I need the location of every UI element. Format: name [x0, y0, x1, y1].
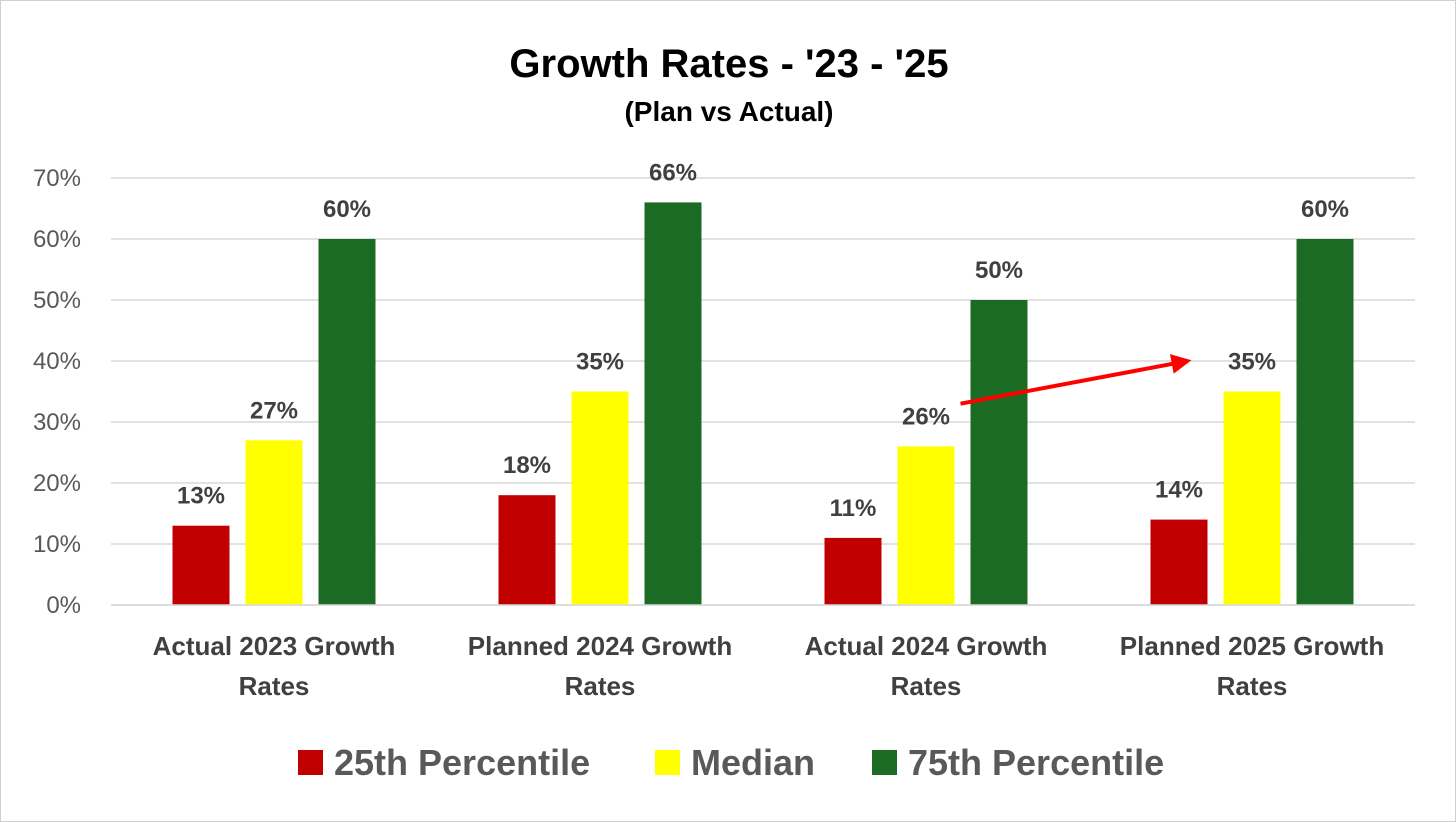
bar	[318, 239, 376, 605]
data-labels: 13% 18% 11% 14% 27% 35% 26% 35% 60% 66% 50% 60%	[177, 159, 1349, 522]
x-tick-label: Planned 2025 Growth	[1120, 631, 1384, 661]
bar	[571, 391, 629, 605]
y-tick-label: 70%	[33, 165, 81, 192]
annotation-arrow	[960, 354, 1192, 406]
chart-title: Growth Rates - '23 - '25	[509, 42, 948, 86]
bar	[1223, 391, 1281, 605]
data-label: 50%	[975, 257, 1023, 284]
data-label: 27%	[250, 397, 298, 424]
y-tick-label: 40%	[33, 348, 81, 375]
bar	[1296, 239, 1354, 605]
data-label: 60%	[1301, 196, 1349, 223]
x-tick-label: Actual 2023 Growth	[153, 631, 396, 661]
x-axis: Actual 2023 Growth Rates Planned 2024 Grow…	[111, 604, 1415, 701]
x-tick-label: Rates	[1217, 671, 1288, 701]
bars	[172, 202, 1354, 605]
y-tick-label: 20%	[33, 470, 81, 497]
x-tick-label: Actual 2024 Growth	[805, 631, 1048, 661]
annotations	[960, 354, 1192, 406]
x-tick-label: Rates	[891, 671, 962, 701]
y-tick-label: 60%	[33, 226, 81, 253]
legend-label: 25th Percentile	[334, 742, 590, 783]
bar	[897, 446, 955, 605]
bar	[644, 202, 702, 605]
bar	[824, 537, 882, 605]
y-tick-label: 30%	[33, 409, 81, 436]
legend-label: 75th Percentile	[908, 742, 1164, 783]
gridlines: 0% 10% 20% 30% 40% 50% 60% 70%	[33, 165, 1415, 619]
bar	[172, 525, 230, 605]
chart-subtitle: (Plan vs Actual)	[624, 96, 833, 127]
x-tick-label: Rates	[239, 671, 310, 701]
y-tick-label: 0%	[46, 592, 81, 619]
legend-label: Median	[691, 742, 815, 783]
bar	[498, 495, 556, 605]
y-tick-label: 10%	[33, 531, 81, 558]
data-label: 14%	[1155, 477, 1203, 504]
bar	[970, 300, 1028, 605]
legend-swatch	[655, 750, 680, 775]
x-tick-label: Rates	[565, 671, 636, 701]
x-tick-label: Planned 2024 Growth	[468, 631, 732, 661]
data-label: 18%	[503, 452, 551, 479]
bar	[245, 440, 303, 605]
legend-swatch	[872, 750, 897, 775]
data-label: 66%	[649, 159, 697, 186]
bar	[1150, 519, 1208, 605]
y-tick-label: 50%	[33, 287, 81, 314]
data-label: 35%	[1228, 349, 1276, 376]
data-label: 60%	[323, 196, 371, 223]
data-label: 13%	[177, 483, 225, 510]
data-label: 35%	[576, 349, 624, 376]
data-label: 11%	[830, 495, 877, 522]
legend-swatch	[298, 750, 323, 775]
data-label: 26%	[902, 403, 950, 430]
legend: 25th Percentile Median 75th Percentile	[298, 742, 1164, 783]
